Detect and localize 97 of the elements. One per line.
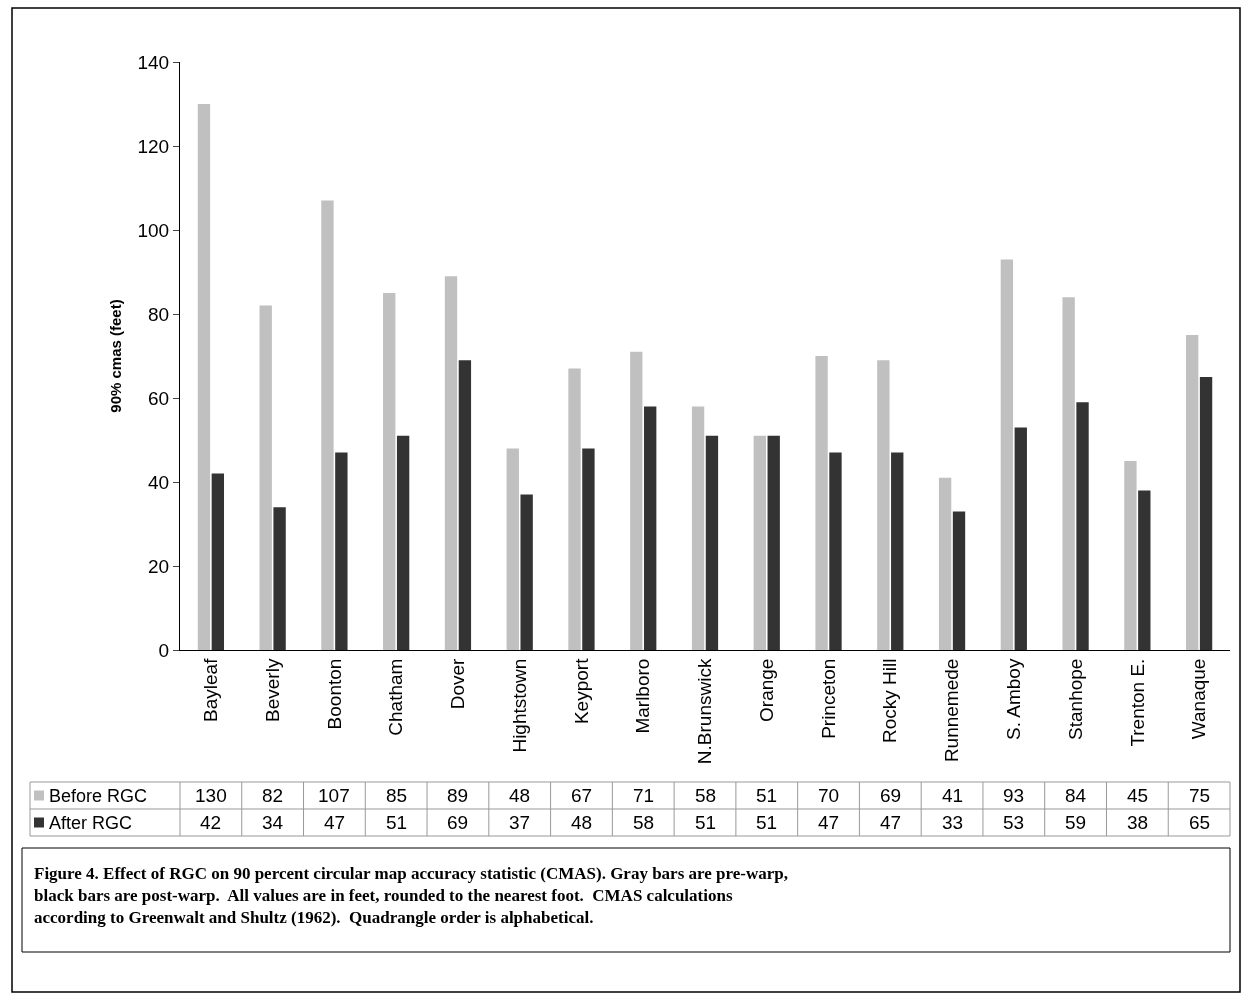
bar (1076, 402, 1089, 650)
data-label: 33 (942, 812, 964, 833)
y-tick-label: 140 (137, 51, 170, 73)
bar (396, 435, 410, 650)
data-label: 51 (386, 812, 408, 833)
bar (644, 406, 657, 650)
data-label: 70 (818, 785, 840, 806)
data-label: 71 (633, 785, 655, 806)
data-label: 58 (695, 785, 717, 806)
data-label: 67 (571, 785, 593, 806)
x-tick-label: Beverly (261, 658, 283, 722)
bar (568, 368, 581, 650)
bar (1000, 259, 1014, 650)
y-tick-label: 120 (137, 135, 170, 157)
y-tick-label: 60 (148, 387, 170, 409)
x-tick-label: N.Brunswick (694, 658, 716, 765)
bar (321, 200, 334, 650)
data-label: 34 (262, 812, 284, 833)
y-tick-label: 20 (148, 555, 170, 577)
bar (891, 452, 904, 650)
bar (506, 448, 519, 650)
x-tick-label: Runnemede (941, 658, 963, 763)
data-label: 130 (195, 785, 227, 806)
bar (1138, 490, 1151, 650)
data-label: 69 (880, 785, 902, 806)
data-label: 85 (386, 785, 408, 806)
data-label: 42 (200, 812, 222, 833)
x-tick-label: Rocky Hill (879, 658, 901, 744)
data-label: 51 (756, 785, 778, 806)
bar (383, 293, 396, 650)
data-label: 82 (262, 785, 284, 806)
bar (630, 351, 643, 650)
bar (767, 435, 780, 650)
bar (691, 406, 705, 650)
data-label: 48 (571, 812, 593, 833)
data-label: 45 (1127, 785, 1149, 806)
bar (705, 435, 719, 650)
data-label: 58 (633, 812, 655, 833)
x-tick-label: Marlboro (632, 658, 654, 734)
y-axis-title: 90% cmas (feet) (106, 299, 124, 413)
y-tick-label: 0 (158, 639, 170, 661)
bar (753, 435, 766, 650)
y-tick-label: 80 (148, 303, 170, 325)
bar (444, 276, 458, 650)
x-tick-label: Wanaque (1188, 658, 1210, 740)
data-label: 37 (509, 812, 531, 833)
data-label: 51 (756, 812, 778, 833)
data-label: 47 (880, 812, 902, 833)
bar (877, 360, 890, 650)
x-tick-label: Dover (447, 657, 469, 710)
bar (211, 473, 225, 650)
bar (815, 356, 828, 650)
x-tick-label: Chatham (385, 658, 407, 736)
data-label: 41 (942, 785, 964, 806)
data-label: 84 (1065, 785, 1087, 806)
bar (335, 452, 348, 650)
bar (829, 452, 842, 650)
y-tick-label: 40 (148, 471, 170, 493)
x-tick-label: Bayleaf (200, 657, 222, 722)
data-label: 51 (695, 812, 717, 833)
x-tick-label: Boonton (323, 658, 345, 730)
x-tick-label: Princeton (817, 658, 839, 739)
x-tick-label: Keyport (570, 657, 592, 725)
data-label: 38 (1127, 812, 1149, 833)
x-tick-label: S. Amboy (1002, 658, 1024, 740)
bar (1199, 377, 1213, 650)
caption: Figure 4. Effect of RGC on 90 percent circular map accuracy statistic (CMAS). Gray bars are pre-warp, black bars are post-warp. All values are in feet, rounded to the nearest foot. CMAS calculations according to Greenwalt and Shultz (1962). Quadrangle order is alphabetical. (34, 864, 788, 928)
legend-label: Before RGC (49, 786, 148, 806)
data-label: 47 (324, 812, 346, 833)
data-label: 75 (1189, 785, 1211, 806)
bar (1124, 461, 1137, 650)
data-label: 89 (447, 785, 469, 806)
bar (259, 305, 272, 650)
data-label: 107 (318, 785, 350, 806)
bar (1185, 335, 1199, 650)
bar (197, 104, 211, 650)
legend-label: After RGC (49, 813, 133, 833)
data-label: 59 (1065, 812, 1087, 833)
x-tick-label: Trenton E. (1126, 658, 1148, 747)
x-tick-label: Stanhope (1064, 658, 1086, 740)
data-label: 65 (1189, 812, 1211, 833)
bar (520, 494, 533, 650)
bar (273, 507, 286, 650)
bar (952, 511, 966, 650)
data-label: 53 (1003, 812, 1025, 833)
data-label: 47 (818, 812, 840, 833)
data-label: 48 (509, 785, 531, 806)
bar (458, 360, 472, 650)
x-tick-label: Orange (755, 658, 777, 722)
bar (1062, 297, 1075, 650)
y-tick-label: 100 (137, 219, 170, 241)
bar (938, 477, 952, 650)
x-tick-label: Hightstown (508, 658, 530, 753)
data-label: 93 (1003, 785, 1025, 806)
bar (582, 448, 595, 650)
bar (1014, 427, 1027, 650)
data-label: 69 (447, 812, 469, 833)
